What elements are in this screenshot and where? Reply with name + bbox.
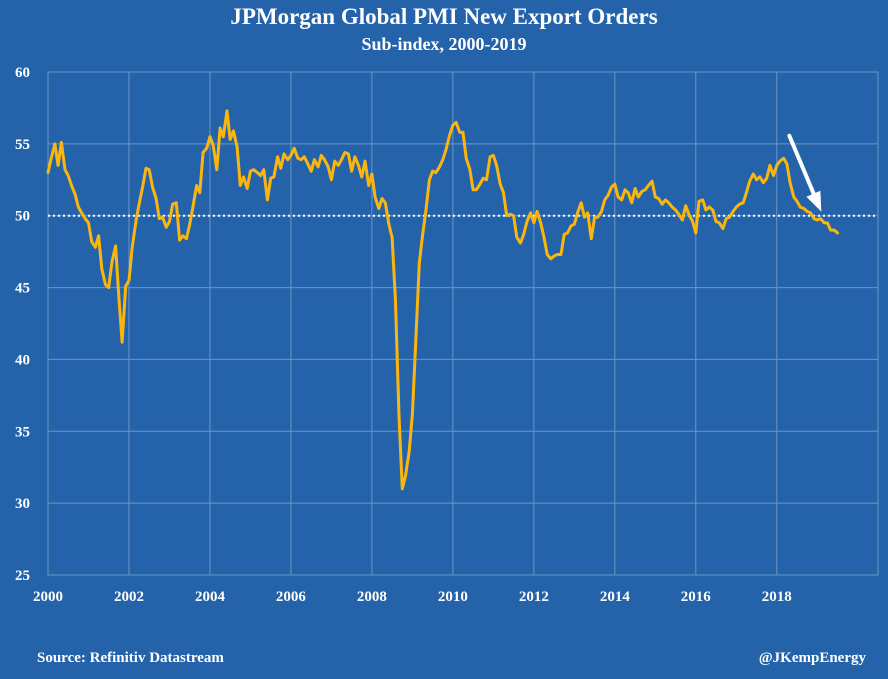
annotation-arrow-shaft <box>787 133 818 200</box>
x-tick-label: 2016 <box>681 589 712 605</box>
y-axis-ticks: 25 30 35 40 45 50 55 60 <box>15 65 30 584</box>
x-tick-label: 2012 <box>519 589 549 605</box>
y-tick-label: 40 <box>15 352 30 368</box>
series-line <box>46 109 839 491</box>
x-tick-label: 2000 <box>33 589 63 605</box>
y-tick-label: 50 <box>15 209 30 225</box>
chart-title: JPMorgan Global PMI New Export Orders <box>230 4 658 29</box>
x-tick-label: 2010 <box>438 589 468 605</box>
plot-frame <box>47 71 879 576</box>
annotation-arrow-head <box>806 190 822 212</box>
y-tick-label: 55 <box>15 137 30 153</box>
grid-layer <box>47 71 879 576</box>
x-tick-label: 2014 <box>600 589 631 605</box>
y-tick-label: 60 <box>15 65 30 81</box>
author-handle: @JKempEnergy <box>758 650 866 666</box>
y-tick-label: 25 <box>15 568 30 584</box>
x-tick-label: 2018 <box>762 589 792 605</box>
y-tick-label: 45 <box>15 281 30 297</box>
x-tick-label: 2002 <box>114 589 144 605</box>
y-tick-label: 30 <box>15 496 30 512</box>
annotation-layer <box>787 133 822 212</box>
series-layer <box>46 109 839 491</box>
x-tick-label: 2006 <box>276 589 307 605</box>
source-note: Source: Refinitiv Datastream <box>37 650 224 666</box>
chart-subtitle: Sub-index, 2000-2019 <box>361 34 527 54</box>
x-tick-label: 2008 <box>357 589 387 605</box>
x-tick-label: 2004 <box>195 589 226 605</box>
y-tick-label: 35 <box>15 424 30 440</box>
x-axis-ticks: 2000 2002 2004 2006 2008 2010 2012 2014 2016 2018 <box>33 589 792 605</box>
